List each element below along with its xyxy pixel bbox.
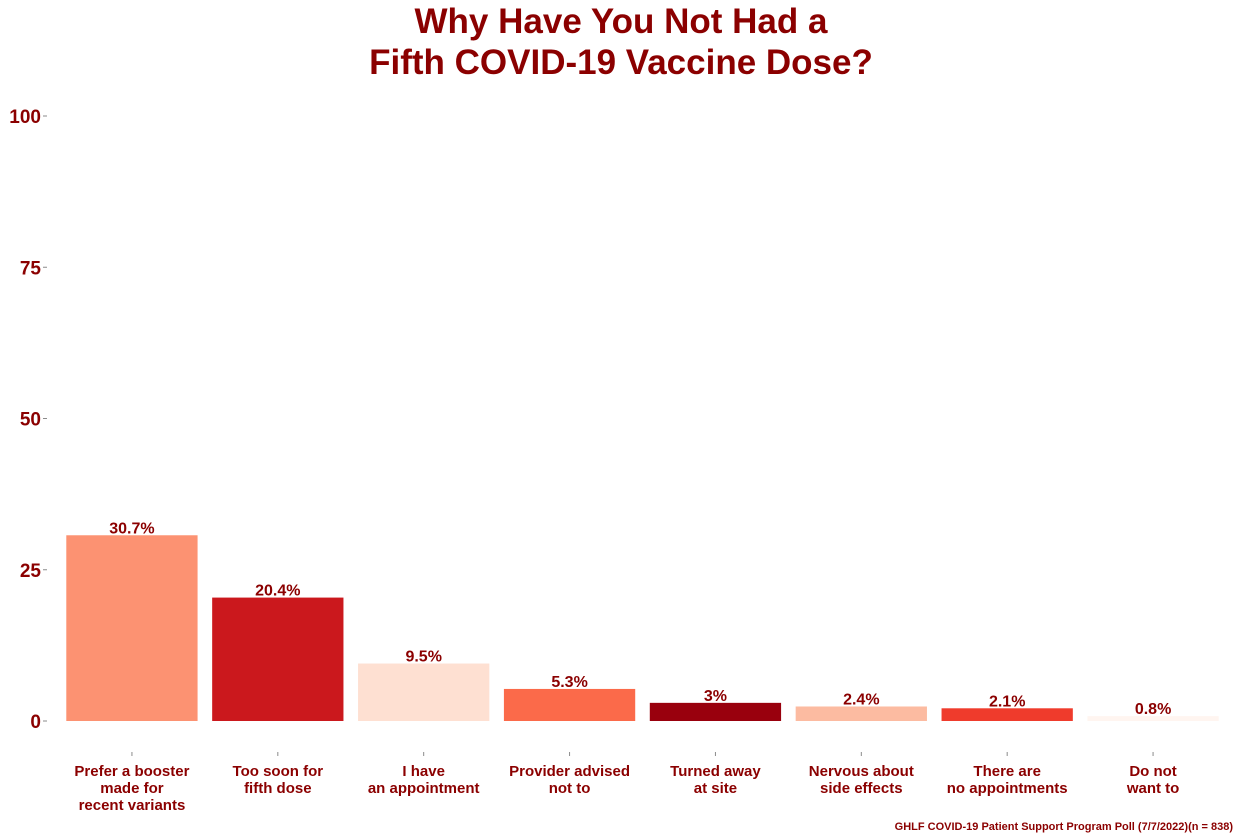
data-label-8: 0.8% bbox=[1135, 701, 1171, 718]
x-tick-label-4-line-1: Provider advised bbox=[509, 763, 630, 780]
x-tick-label-6: Nervous about side effects bbox=[809, 763, 914, 797]
y-tick-label-50: 50 bbox=[20, 410, 41, 431]
x-tick-label-2: Too soon for fifth dose bbox=[233, 763, 324, 797]
y-axis: 0 25 50 75 100 bbox=[9, 107, 47, 733]
x-tick-label-2-line-1: Too soon for bbox=[233, 763, 324, 780]
data-label-4: 5.3% bbox=[551, 674, 587, 691]
bar-4 bbox=[503, 688, 636, 721]
x-tick-label-4: Provider advised not to bbox=[509, 763, 630, 797]
x-tick-label-3: I have an appointment bbox=[368, 763, 480, 797]
chart-title-line-1: Why Have You Not Had a bbox=[415, 2, 828, 41]
chart-caption: GHLF COVID-19 Patient Support Program Po… bbox=[895, 821, 1234, 833]
x-tick-label-8-line-2: want to bbox=[1126, 780, 1180, 797]
x-tick-label-7-line-2: no appointments bbox=[947, 780, 1068, 797]
x-tick-label-5-line-2: at site bbox=[694, 780, 737, 797]
bars-group bbox=[66, 535, 1219, 721]
data-label-3: 9.5% bbox=[405, 649, 441, 666]
y-tick-label-25: 25 bbox=[20, 561, 42, 582]
x-tick-label-8-line-1: Do not bbox=[1129, 763, 1176, 780]
bar-2 bbox=[212, 597, 344, 721]
x-tick-label-6-line-2: side effects bbox=[820, 780, 903, 797]
x-tick-label-3-line-2: an appointment bbox=[368, 780, 480, 797]
x-tick-label-1-line-1: Prefer a booster bbox=[74, 763, 189, 780]
x-tick-label-6-line-1: Nervous about bbox=[809, 763, 914, 780]
x-tick-label-2-line-2: fifth dose bbox=[244, 780, 312, 797]
data-labels-group: 30.7% 20.4% 9.5% 5.3% 3% 2.4% 2.1% 0.8% bbox=[109, 520, 1171, 718]
bar-8 bbox=[1087, 716, 1219, 721]
data-label-2: 20.4% bbox=[255, 583, 300, 600]
chart-title-line-2: Fifth COVID-19 Vaccine Dose? bbox=[369, 43, 873, 82]
x-tick-label-7-line-1: There are bbox=[973, 763, 1041, 780]
y-tick-label-0: 0 bbox=[30, 712, 41, 733]
data-label-6: 2.4% bbox=[843, 691, 879, 708]
data-label-7: 2.1% bbox=[989, 693, 1025, 710]
x-axis: Prefer a booster made for recent variants T… bbox=[74, 752, 1179, 814]
x-tick-label-1-line-2: made for bbox=[100, 780, 164, 797]
x-tick-label-8: Do not want to bbox=[1126, 763, 1180, 797]
bar-3 bbox=[358, 663, 490, 721]
x-tick-label-7: There are no appointments bbox=[947, 763, 1068, 797]
bar-7 bbox=[941, 708, 1073, 721]
y-tick-label-100: 100 bbox=[9, 107, 41, 128]
x-tick-label-5-line-1: Turned away bbox=[670, 763, 761, 780]
chart-title: Why Have You Not Had a Fifth COVID-19 Va… bbox=[369, 2, 873, 82]
y-tick-label-75: 75 bbox=[20, 258, 42, 279]
x-tick-label-1-line-3: recent variants bbox=[79, 797, 186, 814]
bar-5 bbox=[649, 702, 782, 721]
bar-1 bbox=[66, 535, 198, 721]
data-label-1: 30.7% bbox=[109, 520, 154, 537]
x-tick-label-3-line-1: I have bbox=[402, 763, 445, 780]
data-label-5: 3% bbox=[704, 688, 727, 705]
x-tick-label-5: Turned away at site bbox=[670, 763, 761, 797]
bar-6 bbox=[795, 706, 927, 721]
x-tick-label-1: Prefer a booster made for recent variants bbox=[74, 763, 189, 814]
x-tick-label-4-line-2: not to bbox=[549, 780, 591, 797]
